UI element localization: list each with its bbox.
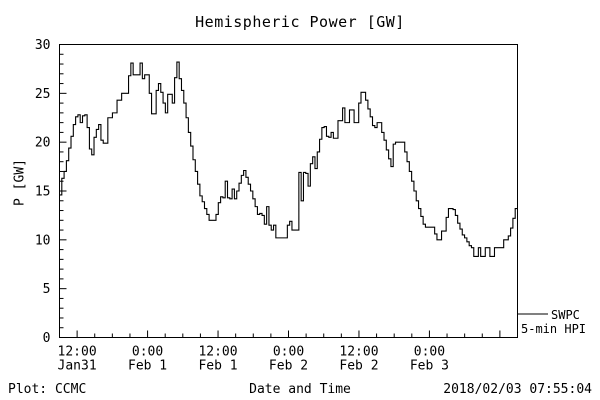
page-title: Hemispheric Power [GW] [195,13,405,31]
legend-entry-line2: 5-min HPI [521,322,587,336]
y-tick-label: 25 [35,87,51,102]
legend-entry-line1: SWPC [551,308,580,322]
x-tick-label-time: 12:00 [339,345,378,360]
x-axis-ticks [59,330,518,338]
plot-timestamp: 2018/02/03 07:55:04 [443,382,592,397]
x-tick-label-time: 0:00 [414,345,445,360]
x-tick-label-date: Feb 2 [269,359,308,374]
y-axis-ticks: 0 5 10 15 20 25 30 [35,38,67,346]
x-tick-label-time: 0:00 [132,345,163,360]
x-axis-label: Date and Time [249,382,351,397]
y-tick-label: 5 [43,282,51,297]
y-tick-label: 0 [43,331,51,346]
plot-source-credit: Plot: CCMC [8,382,87,397]
data-series-line [59,61,518,257]
x-tick-label-date: Feb 2 [339,359,378,374]
x-tick-label-date: Feb 1 [128,359,167,374]
x-tick-label-time: 12:00 [198,345,237,360]
x-tick-label-date: Feb 1 [198,359,237,374]
y-tick-label: 10 [35,233,51,248]
y-tick-label: 15 [35,185,51,200]
y-tick-label: 20 [35,136,51,151]
x-tick-label-date: Feb 3 [410,359,449,374]
y-axis-label: P [GW] [12,159,28,206]
x-tick-label-date: Jan31 [58,359,97,374]
x-tick-label-time: 0:00 [273,345,304,360]
y-tick-label: 30 [35,38,51,53]
x-tick-label-time: 12:00 [58,345,97,360]
